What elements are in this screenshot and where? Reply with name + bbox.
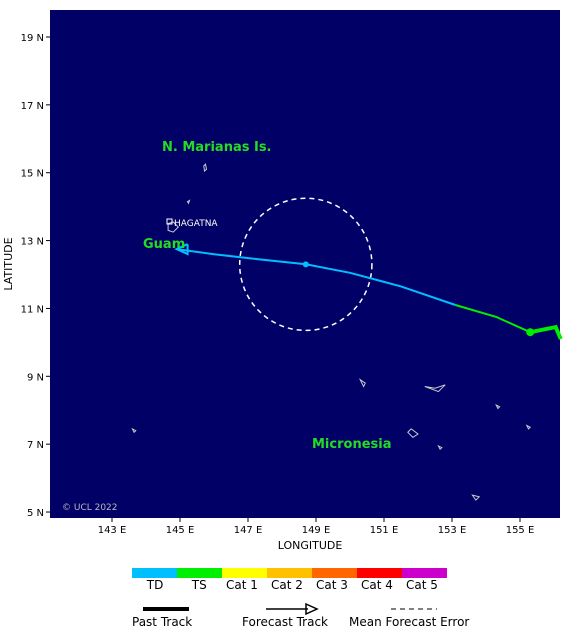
city-marker — [166, 218, 173, 225]
island-outline — [424, 384, 446, 393]
legend-label: Cat 2 — [271, 578, 303, 592]
y-tick-label: 13 N — [21, 237, 44, 248]
x-tick-label: 151 E — [370, 525, 399, 536]
island-outline — [203, 163, 208, 172]
city-label: HAGATNA — [174, 219, 218, 229]
island-outline — [358, 378, 366, 388]
x-tick-label: 149 E — [302, 525, 331, 536]
x-tick-label: 145 E — [166, 525, 195, 536]
guam-label: Guam — [143, 237, 185, 252]
x-tick-label: 143 E — [98, 525, 127, 536]
island-outline — [131, 427, 137, 434]
x-tick-label: 147 E — [234, 525, 263, 536]
legend-label: Cat 3 — [316, 578, 348, 592]
y-tick-label: 15 N — [21, 169, 44, 180]
island-outline — [495, 403, 501, 410]
x-tick-label: 153 E — [438, 525, 467, 536]
legend-label: Cat 4 — [361, 578, 393, 592]
legend-swatch — [402, 568, 447, 578]
forecast-point-marker — [302, 261, 309, 268]
legend-swatch — [267, 568, 312, 578]
legend-swatch — [312, 568, 357, 578]
x-tick-label: 155 E — [506, 525, 535, 536]
y-tick-label: 11 N — [21, 304, 44, 315]
past-track-line — [529, 324, 563, 340]
island-outlines — [131, 163, 532, 501]
marianas-label: N. Marianas Is. — [162, 140, 272, 155]
forecast-track-key-arrow — [305, 602, 319, 616]
island-outline — [437, 444, 443, 451]
forecast-track-ts — [455, 304, 531, 334]
y-axis-title: LATITUDE — [2, 237, 15, 290]
legend-label: TD — [146, 578, 164, 592]
mean-error-key-label: Mean Forecast Error — [349, 615, 470, 629]
island-outline — [525, 424, 532, 430]
legend-swatch — [222, 568, 267, 578]
y-tick-label: 5 N — [27, 508, 44, 519]
micronesia-label: Micronesia — [312, 437, 391, 452]
y-tick-label: 17 N — [21, 101, 44, 112]
axes: 143 E 145 E 147 E 149 E 151 E 153 E 155 E 19 N 1… — [21, 33, 535, 536]
legend-swatch — [177, 568, 222, 578]
current-position-marker — [526, 328, 535, 337]
y-tick-label: 7 N — [27, 440, 44, 451]
island-outline — [471, 494, 481, 501]
x-axis-title: LONGITUDE — [278, 539, 343, 552]
past-track-key-label: Past Track — [132, 615, 193, 629]
forecast-error-circle — [238, 197, 373, 332]
forecast-arrowhead — [174, 243, 189, 256]
island-outline — [186, 199, 191, 205]
forecast-track-key-label: Forecast Track — [242, 615, 328, 629]
legend-swatch — [132, 568, 177, 578]
legend-swatch — [357, 568, 402, 578]
legend-label: TS — [191, 578, 207, 592]
legend-label: Cat 1 — [226, 578, 258, 592]
copyright-label: © UCL 2022 — [62, 503, 118, 513]
y-tick-label: 19 N — [21, 33, 44, 44]
island-outline — [407, 428, 419, 439]
y-tick-label: 9 N — [27, 372, 44, 383]
legend-label: Cat 5 — [406, 578, 438, 592]
